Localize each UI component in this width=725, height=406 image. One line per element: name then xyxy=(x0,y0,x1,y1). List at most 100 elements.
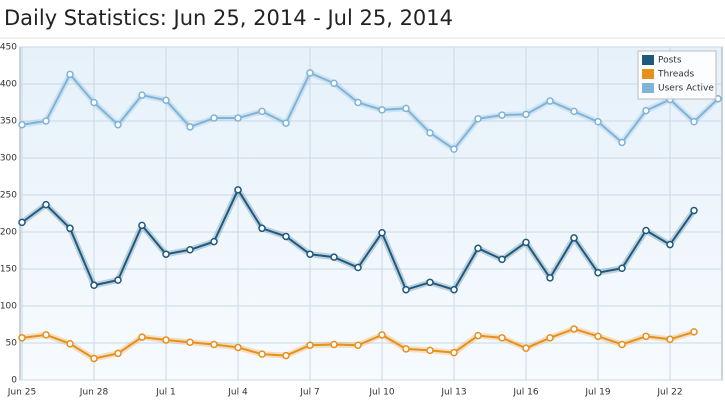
x-tick-label: Jul 4 xyxy=(227,388,248,398)
data-point xyxy=(666,240,674,249)
legend-label: Posts xyxy=(658,56,682,66)
data-point xyxy=(450,145,458,153)
data-point xyxy=(474,331,482,340)
data-point xyxy=(402,285,410,294)
data-point xyxy=(378,331,386,339)
y-tick-label: 250 xyxy=(0,191,17,201)
data-point xyxy=(138,333,146,341)
y-tick-label: 300 xyxy=(0,154,17,164)
x-tick-label: Jul 22 xyxy=(656,388,682,398)
data-point xyxy=(306,69,314,77)
data-point xyxy=(210,114,218,122)
data-point xyxy=(234,343,242,352)
data-point xyxy=(114,349,122,358)
data-point xyxy=(162,96,170,105)
data-point xyxy=(450,348,458,357)
x-tick-label: Jul 7 xyxy=(299,388,319,398)
data-point xyxy=(498,111,506,119)
data-point xyxy=(18,120,26,129)
data-point xyxy=(426,278,434,287)
data-point xyxy=(570,234,578,242)
data-point xyxy=(186,338,194,347)
data-point xyxy=(186,246,194,254)
data-point xyxy=(450,285,458,294)
data-point xyxy=(330,340,338,349)
y-tick-label: 200 xyxy=(0,228,17,238)
data-point xyxy=(306,341,314,349)
legend-label: Threads xyxy=(657,70,694,80)
data-point xyxy=(594,332,602,341)
legend-swatch xyxy=(642,83,654,93)
data-point xyxy=(690,206,698,215)
data-point xyxy=(474,115,482,123)
data-point xyxy=(354,98,362,107)
data-point xyxy=(66,70,74,79)
data-point xyxy=(378,106,386,114)
data-point xyxy=(42,200,50,209)
data-point xyxy=(522,238,530,247)
data-point xyxy=(666,335,674,344)
y-tick-label: 0 xyxy=(11,376,17,386)
data-point xyxy=(330,79,338,88)
data-point xyxy=(426,346,434,355)
data-point xyxy=(594,117,602,126)
data-point xyxy=(138,91,146,99)
y-tick-label: 150 xyxy=(0,265,17,275)
data-point xyxy=(402,345,410,353)
data-point xyxy=(138,221,146,230)
data-point xyxy=(570,107,578,116)
y-tick-label: 100 xyxy=(0,302,17,312)
y-tick-label: 350 xyxy=(0,117,17,127)
x-tick-label: Jun 28 xyxy=(79,388,109,398)
data-point xyxy=(522,110,530,119)
data-point xyxy=(42,331,50,339)
data-point xyxy=(90,281,98,290)
data-point xyxy=(234,186,242,194)
plot-area xyxy=(19,46,723,381)
x-tick-label: Jul 13 xyxy=(440,388,466,398)
data-point xyxy=(234,114,242,122)
data-point xyxy=(258,350,266,358)
data-point xyxy=(546,97,554,105)
data-point xyxy=(378,228,386,237)
x-tick-label: Jul 1 xyxy=(155,388,175,398)
legend-swatch xyxy=(642,55,654,65)
data-point xyxy=(642,332,650,341)
data-point xyxy=(498,255,506,264)
chart-title: Daily Statistics: Jun 25, 2014 - Jul 25,… xyxy=(4,6,453,30)
data-point xyxy=(690,328,698,336)
y-tick-label: 450 xyxy=(0,43,17,53)
data-point xyxy=(66,339,74,348)
data-point xyxy=(186,123,194,131)
data-point xyxy=(282,119,290,127)
data-point xyxy=(570,325,578,333)
data-point xyxy=(258,224,266,233)
data-point xyxy=(546,334,554,342)
data-point xyxy=(66,224,74,233)
data-point xyxy=(618,264,626,273)
data-point xyxy=(474,244,482,253)
data-point xyxy=(618,340,626,349)
data-point xyxy=(162,250,170,258)
data-point xyxy=(306,250,314,258)
data-point xyxy=(618,138,626,147)
data-point xyxy=(114,120,122,129)
data-point xyxy=(210,340,218,349)
data-point xyxy=(402,104,410,113)
data-point xyxy=(282,351,290,360)
x-tick-label: Jun 25 xyxy=(7,388,36,398)
data-point xyxy=(426,129,434,137)
data-point xyxy=(690,117,698,126)
data-point xyxy=(522,344,530,352)
data-point xyxy=(18,334,26,342)
data-point xyxy=(90,354,98,363)
y-tick-label: 400 xyxy=(0,80,17,90)
x-tick-label: Jul 16 xyxy=(512,388,538,398)
x-tick-label: Jul 19 xyxy=(584,388,610,398)
data-point xyxy=(642,226,650,235)
data-point xyxy=(42,117,50,125)
data-point xyxy=(114,276,122,284)
legend: Posts Threads Users Active xyxy=(637,50,717,100)
legend-label: Users Active xyxy=(658,84,714,94)
x-tick-label: Jul 10 xyxy=(368,388,394,398)
